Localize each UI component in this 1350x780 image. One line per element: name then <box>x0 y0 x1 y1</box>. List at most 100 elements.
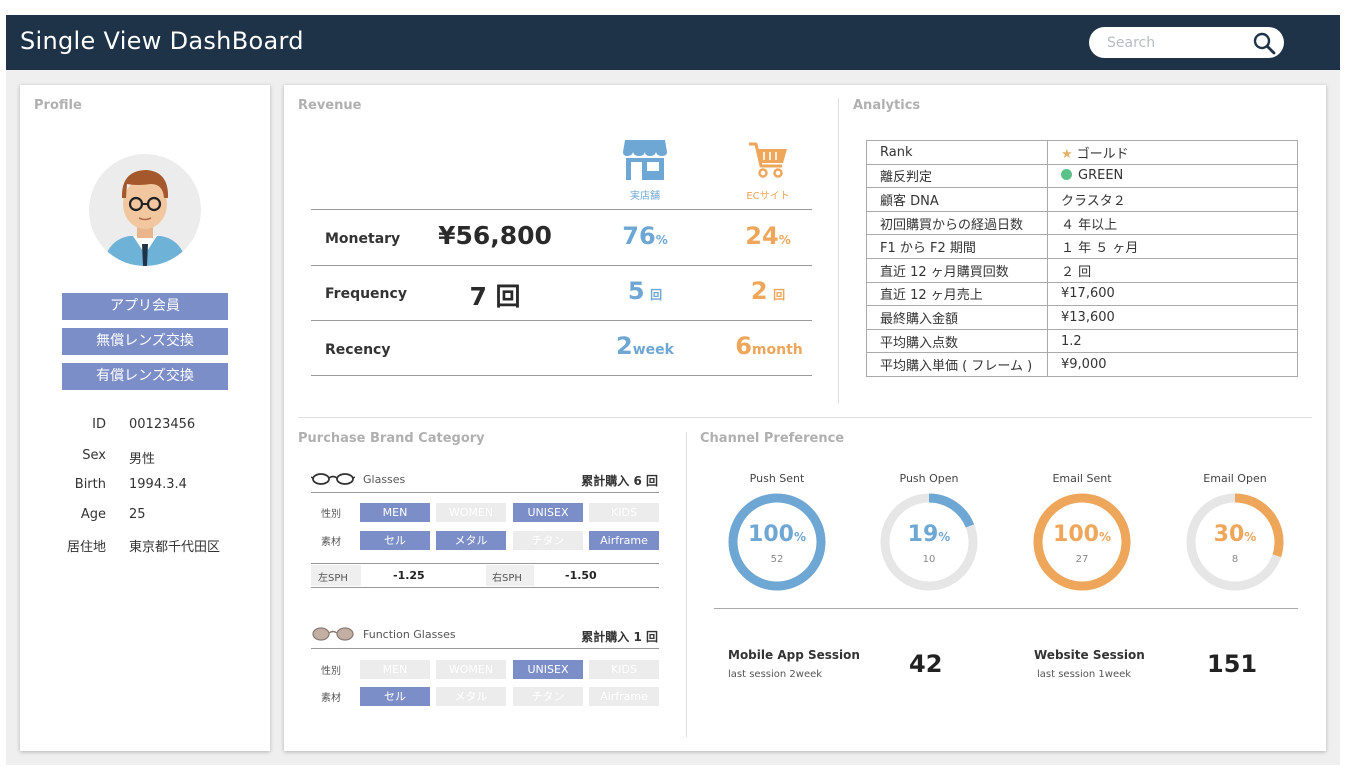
analytics-value: GREEN <box>1078 168 1124 184</box>
analytics-value: ゴールド <box>1076 146 1129 162</box>
revenue-divider <box>311 320 812 321</box>
analytics-key: F1 から F2 期間 <box>866 234 1048 259</box>
ring-title: Email Sent <box>1052 472 1112 485</box>
unit: % <box>1244 530 1257 544</box>
chip-women[interactable]: WOMEN <box>436 503 506 522</box>
avatar <box>89 154 201 266</box>
info-value: 00123456 <box>129 417 196 432</box>
chip-metal[interactable]: メタル <box>436 687 506 706</box>
value: 19 <box>907 522 939 547</box>
star-icon: ★ <box>1061 146 1073 162</box>
brand-divider <box>311 648 659 649</box>
glasses-icon <box>311 473 355 485</box>
analytics-key: 平均購入点数 <box>866 328 1048 354</box>
table-row: 直近 12 ヶ月売上 ¥17,600 <box>866 281 1298 307</box>
mobile-session-count: 42 <box>909 650 943 678</box>
info-value: 東京都千代田区 <box>129 540 221 555</box>
free-lens-exchange-button[interactable]: 無償レンズ交換 <box>62 328 228 355</box>
info-key: Birth <box>74 477 106 492</box>
analytics-key: 直近 12 ヶ月売上 <box>866 281 1048 307</box>
table-row: F1 から F2 期間 １ 年 ５ ヶ月 <box>866 234 1298 259</box>
chip-unisex[interactable]: UNISEX <box>513 660 583 679</box>
frequency-store-count: 5 回 <box>605 277 685 305</box>
analytics-value-cell: GREEN <box>1047 163 1298 189</box>
revenue-row-label: Recency <box>325 342 391 358</box>
analytics-key: 直近 12 ヶ月購買回数 <box>866 257 1048 283</box>
ring-count: 10 <box>922 554 936 565</box>
chip-metal[interactable]: メタル <box>436 531 506 550</box>
ring-arc <box>1033 493 1131 591</box>
profile-section-title: Profile <box>34 98 82 113</box>
analytics-key: 離反判定 <box>866 163 1048 189</box>
search-icon[interactable] <box>1252 31 1276 55</box>
app-member-button[interactable]: アプリ会員 <box>62 293 228 320</box>
value: 24 <box>745 222 779 250</box>
analytics-value: クラスタ２ <box>1047 187 1298 212</box>
ring-arc <box>728 493 826 591</box>
brand-category-name: Glasses <box>363 473 406 486</box>
chip-airframe[interactable]: Airframe <box>589 687 659 706</box>
ring-arc <box>880 493 978 591</box>
chip-kids[interactable]: KIDS <box>589 503 659 522</box>
revenue-section-title: Revenue <box>298 98 362 113</box>
sph-right-value: -1.50 <box>565 569 597 582</box>
analytics-table: Rank ★ ゴールド 離反判定 GREEN 顧客 DNA クラスタ２ 初回購買から… <box>866 140 1298 377</box>
table-row: 離反判定 GREEN <box>866 163 1298 189</box>
horizontal-divider <box>298 417 1312 418</box>
revenue-row-label: Monetary <box>325 231 401 247</box>
store-icon <box>623 140 667 180</box>
ring-title: Push Open <box>899 472 959 485</box>
table-row: 顧客 DNA クラスタ２ <box>866 187 1298 212</box>
chip-men[interactable]: MEN <box>360 503 430 522</box>
analytics-value: 1.2 <box>1047 328 1298 354</box>
chip-cell[interactable]: セル <box>360 687 430 706</box>
website-session-count: 151 <box>1207 650 1258 678</box>
recency-store: 2week <box>605 332 685 360</box>
brand-category-total: 累計購入 1 回 <box>581 630 658 644</box>
frequency-ec-count: 2 回 <box>728 277 808 305</box>
mobile-session-title: Mobile App Session <box>728 648 860 662</box>
chip-titanium[interactable]: チタン <box>513 687 583 706</box>
analytics-key: 初回購買からの経過日数 <box>866 210 1048 236</box>
monetary-total: ¥56,800 <box>438 221 552 250</box>
table-row: Rank ★ ゴールド <box>866 140 1298 165</box>
value: 2 <box>750 277 768 305</box>
paid-lens-exchange-button[interactable]: 有償レンズ交換 <box>62 363 228 390</box>
ring-arc <box>1186 493 1284 591</box>
vertical-divider-bottom <box>686 432 687 737</box>
monetary-ec-pct: 24% <box>728 222 808 250</box>
info-key: Sex <box>82 448 106 463</box>
analytics-key: 最終購入金額 <box>866 305 1048 330</box>
ring-count: 8 <box>1231 554 1239 565</box>
analytics-value-cell: ★ ゴールド <box>1047 140 1298 165</box>
revenue-divider <box>311 265 812 266</box>
brand-category-name: Function Glasses <box>363 628 456 641</box>
push-open-ring: 19% 10 <box>879 492 979 592</box>
chip-cell[interactable]: セル <box>360 531 430 550</box>
info-key: 居住地 <box>66 540 106 555</box>
frequency-total: 7 回 <box>469 282 521 311</box>
chip-men[interactable]: MEN <box>360 660 430 679</box>
brand-section-title: Purchase Brand Category <box>298 431 485 446</box>
chip-women[interactable]: WOMEN <box>436 660 506 679</box>
chip-unisex[interactable]: UNISEX <box>513 503 583 522</box>
brand-divider <box>311 492 659 493</box>
revenue-divider <box>311 375 812 376</box>
ring-chart <box>1186 493 1284 591</box>
analytics-key: 平均購入単価 ( フレーム ) <box>866 352 1048 377</box>
value: 100 <box>1053 522 1099 547</box>
email-open-ring: 30% 8 <box>1185 492 1285 592</box>
info-value: 男性 <box>129 452 156 467</box>
analytics-value: ４ 年以上 <box>1047 210 1298 236</box>
search-box[interactable] <box>1089 27 1284 58</box>
vertical-divider-top <box>838 98 839 403</box>
unit: 回 <box>650 288 663 302</box>
search-input[interactable] <box>1107 33 1247 53</box>
chip-kids[interactable]: KIDS <box>589 660 659 679</box>
chip-titanium[interactable]: チタン <box>513 531 583 550</box>
sph-divider-top <box>311 563 659 564</box>
gender-label: 性別 <box>321 666 341 677</box>
material-label: 素材 <box>321 693 341 704</box>
chip-airframe[interactable]: Airframe <box>589 531 659 550</box>
function-glasses-icon <box>312 627 354 641</box>
